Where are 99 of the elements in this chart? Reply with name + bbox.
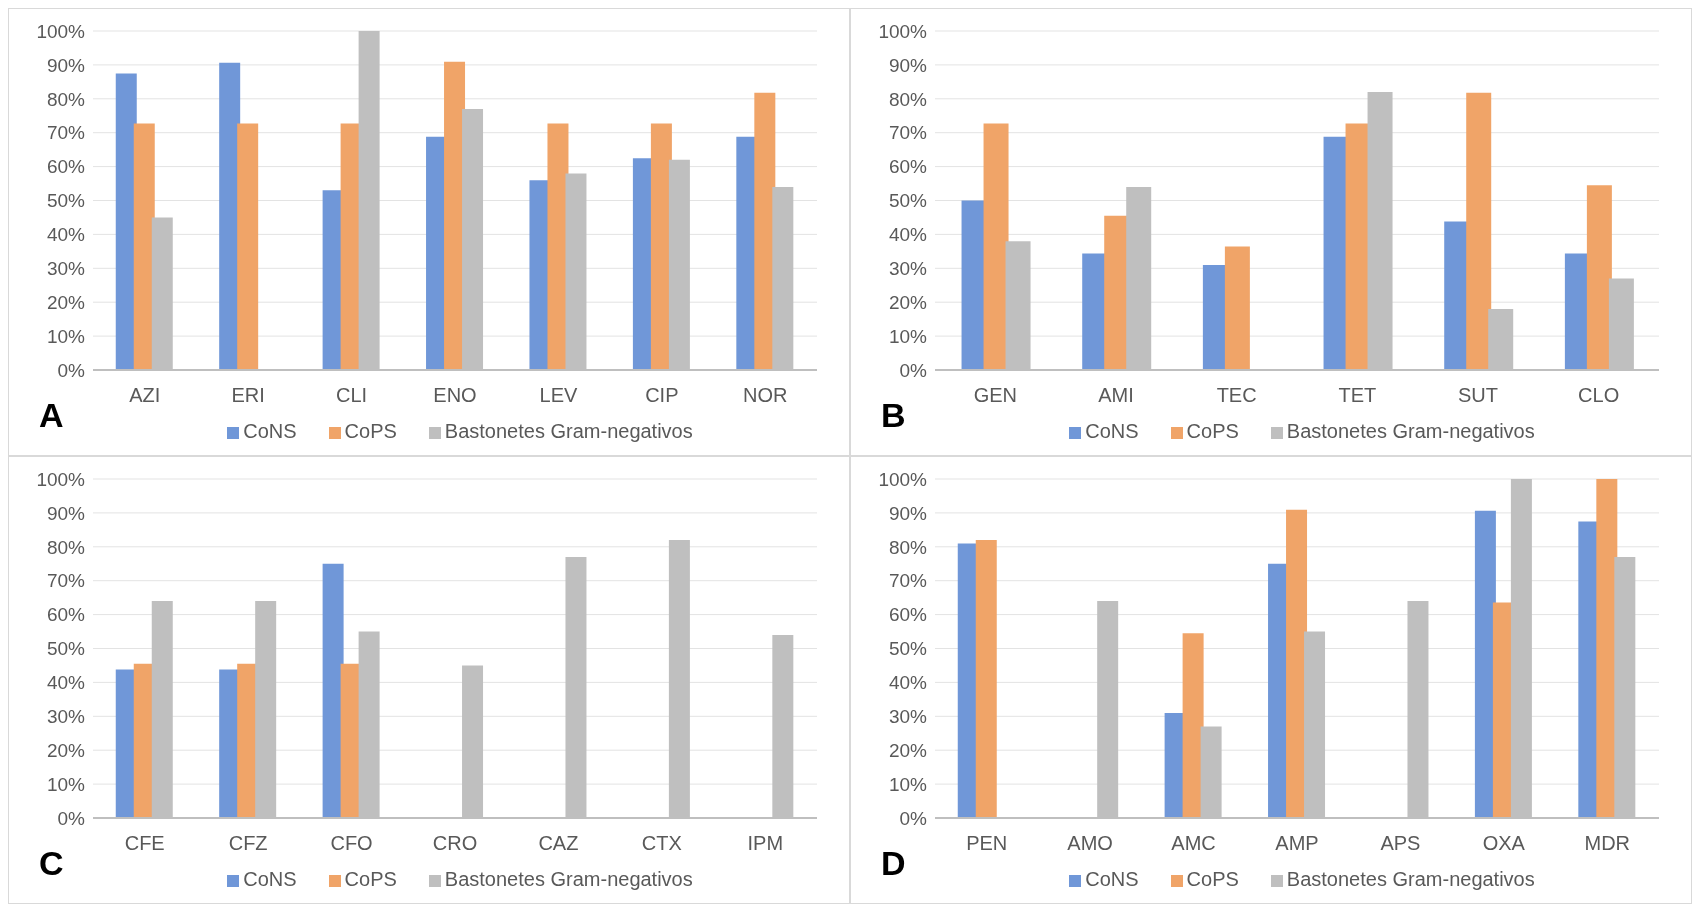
y-tick-label: 60%: [46, 604, 86, 626]
x-tick-label: SUT: [1458, 384, 1498, 407]
y-tick-label: 20%: [46, 291, 86, 313]
legend-label: CoPS: [344, 868, 397, 890]
x-tick-label: CAZ: [538, 832, 579, 855]
y-tick-label: 60%: [888, 604, 928, 626]
legend-label: CoNS: [243, 420, 297, 442]
bar: [133, 123, 155, 370]
x-tick-label: CFO: [330, 832, 373, 855]
y-tick-label: 100%: [878, 20, 928, 42]
y-tick-label: 20%: [888, 739, 928, 761]
x-tick-label: ERI: [231, 384, 265, 407]
y-tick-label: 80%: [46, 88, 86, 110]
bar: [1224, 246, 1250, 370]
y-tick-label: 70%: [888, 570, 928, 592]
y-tick-label: 0%: [899, 807, 928, 829]
legend-label: Bastonetes Gram-negativos: [1286, 420, 1535, 442]
y-tick-label: 40%: [888, 224, 928, 246]
y-tick-label: 50%: [888, 638, 928, 660]
y-tick-label: 10%: [46, 325, 86, 347]
y-tick-label: 50%: [888, 190, 928, 212]
y-tick-label: 40%: [888, 672, 928, 694]
legend-label: CoPS: [1186, 868, 1239, 890]
x-tick-label: CTX: [641, 832, 682, 855]
x-tick-label: MDR: [1584, 832, 1631, 855]
y-tick-label: 90%: [46, 502, 86, 524]
x-tick-label: AMP: [1275, 832, 1319, 855]
legend-label: CoPS: [344, 420, 397, 442]
bar: [1474, 510, 1496, 818]
y-tick-label: 100%: [878, 468, 928, 490]
x-tick-label: LEV: [539, 384, 578, 407]
bar: [322, 563, 344, 818]
text: A: [39, 396, 64, 435]
bar: [1286, 509, 1308, 818]
text: D: [881, 844, 906, 883]
x-tick-label: OXA: [1482, 832, 1526, 855]
y-tick-label: 90%: [888, 54, 928, 76]
y-tick-label: 60%: [888, 156, 928, 178]
x-tick-label: NOR: [743, 384, 788, 407]
legend-label: Bastonetes Gram-negativos: [444, 420, 693, 442]
y-tick-label: 80%: [888, 88, 928, 110]
legend-label: Bastonetes Gram-negativos: [1286, 868, 1535, 890]
x-tick-label: APS: [1380, 832, 1421, 855]
y-tick-label: 50%: [46, 638, 86, 660]
x-tick-label: ENO: [433, 384, 477, 407]
legend-label: CoPS: [1186, 420, 1239, 442]
y-tick-label: 40%: [46, 672, 86, 694]
x-tick-label: TEC: [1216, 384, 1257, 407]
y-tick-label: 30%: [888, 706, 928, 728]
legend-label: Bastonetes Gram-negativos: [444, 868, 693, 890]
y-tick-label: 10%: [888, 325, 928, 347]
legend-label: CoNS: [1085, 868, 1139, 890]
bar: [754, 92, 776, 370]
y-tick-label: 0%: [57, 807, 86, 829]
y-tick-label: 30%: [888, 258, 928, 280]
bar: [983, 123, 1009, 370]
x-tick-label: CRO: [432, 832, 478, 855]
y-tick-label: 50%: [46, 190, 86, 212]
x-tick-label: CLO: [1578, 384, 1620, 407]
bar: [237, 123, 259, 370]
x-tick-label: AMC: [1171, 832, 1216, 855]
y-tick-label: 100%: [36, 20, 86, 42]
y-tick-label: 60%: [46, 156, 86, 178]
y-tick-label: 0%: [899, 359, 928, 381]
y-tick-label: 20%: [888, 291, 928, 313]
text: C: [39, 844, 64, 883]
x-tick-label: CLI: [336, 384, 368, 407]
x-tick-label: IPM: [747, 832, 784, 855]
y-tick-label: 70%: [46, 570, 86, 592]
x-tick-label: AMO: [1067, 832, 1113, 855]
y-tick-label: 20%: [46, 739, 86, 761]
x-tick-label: PEN: [966, 832, 1008, 855]
text: B: [881, 396, 906, 435]
y-tick-label: 10%: [46, 773, 86, 795]
x-tick-label: CFZ: [228, 832, 268, 855]
y-tick-label: 100%: [36, 468, 86, 490]
y-tick-label: 30%: [46, 258, 86, 280]
y-tick-label: 70%: [888, 122, 928, 144]
x-tick-label: CFE: [124, 832, 165, 855]
y-tick-label: 0%: [57, 359, 86, 381]
y-tick-label: 10%: [888, 773, 928, 795]
y-tick-label: 80%: [46, 536, 86, 558]
legend-label: CoNS: [243, 868, 297, 890]
bar: [1586, 185, 1612, 370]
x-tick-label: GEN: [973, 384, 1018, 407]
y-tick-label: 80%: [888, 536, 928, 558]
legend-label: CoNS: [1085, 420, 1139, 442]
bar: [1182, 633, 1204, 818]
x-tick-label: AZI: [129, 384, 161, 407]
x-tick-label: CIP: [645, 384, 679, 407]
y-tick-label: 70%: [46, 122, 86, 144]
x-tick-label: AMI: [1098, 384, 1134, 407]
y-tick-label: 40%: [46, 224, 86, 246]
bar: [1466, 92, 1492, 370]
y-tick-label: 90%: [888, 502, 928, 524]
bar: [975, 540, 997, 818]
x-tick-label: TET: [1338, 384, 1377, 407]
y-tick-label: 30%: [46, 706, 86, 728]
y-tick-label: 90%: [46, 54, 86, 76]
